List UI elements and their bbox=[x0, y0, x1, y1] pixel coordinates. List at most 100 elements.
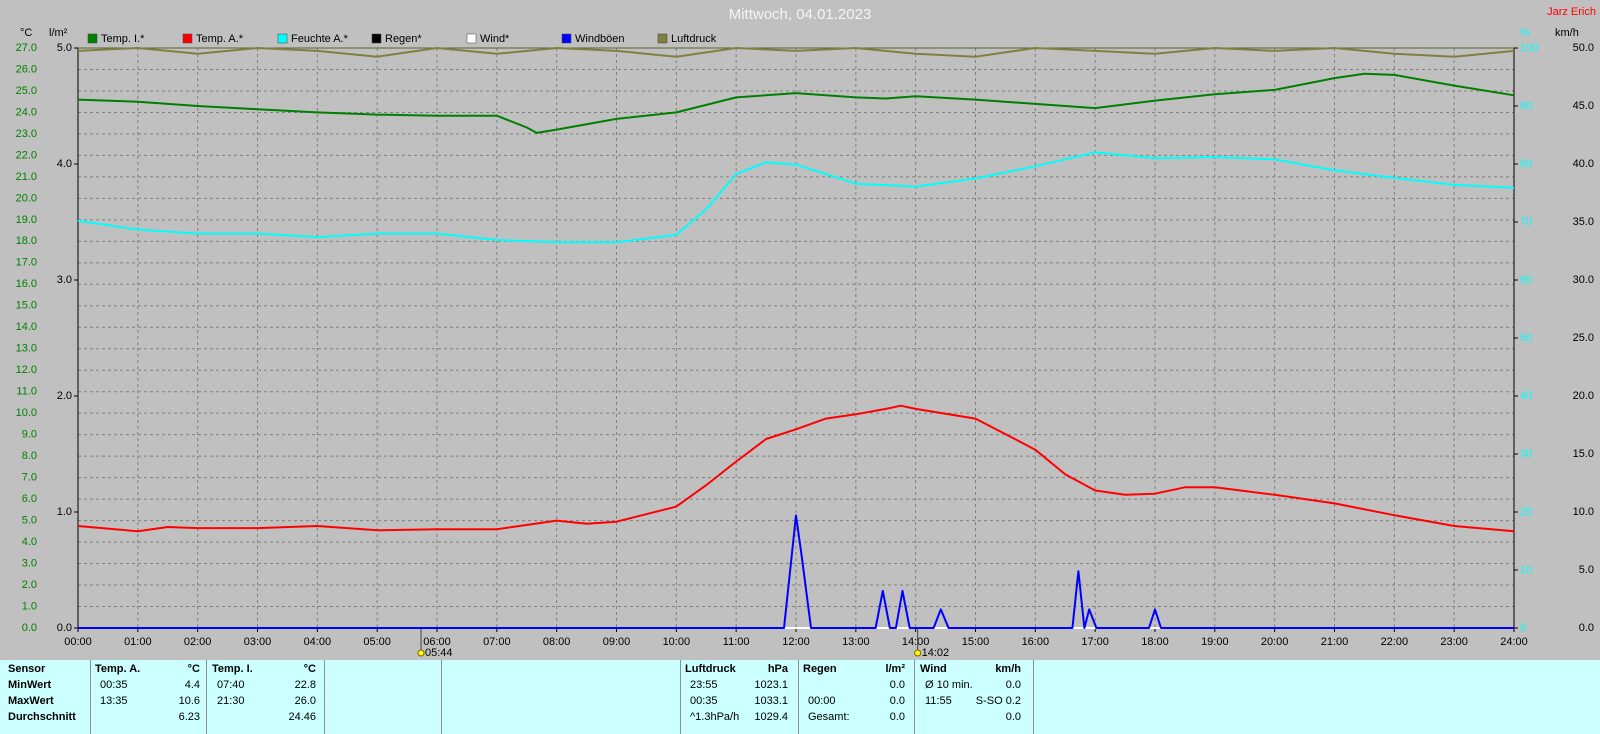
y-tick-label: 25.0 bbox=[16, 85, 37, 97]
y-tick-label: 2.0 bbox=[22, 579, 37, 591]
separator bbox=[1033, 660, 1034, 734]
y-tick-label: 23.0 bbox=[16, 128, 37, 140]
stat-time: Ø 10 min. bbox=[925, 679, 973, 691]
series-line bbox=[77, 151, 1515, 244]
separator bbox=[324, 660, 325, 734]
y-tick-label: 20 bbox=[1520, 506, 1532, 518]
sun-icon bbox=[914, 649, 922, 657]
y-tick-label: 4.0 bbox=[22, 536, 37, 548]
y-tick-label: 35.0 bbox=[1573, 216, 1594, 228]
stats-header: Sensor bbox=[8, 663, 46, 675]
separator bbox=[206, 660, 207, 734]
x-tick-label: 04:00 bbox=[304, 636, 332, 648]
y-tick-label: 6.0 bbox=[22, 493, 37, 505]
legend-label: Regen* bbox=[385, 33, 422, 45]
legend-label: Windböen bbox=[575, 33, 625, 45]
x-tick-label: 24:00 bbox=[1500, 636, 1528, 648]
x-tick-label: 14:00 bbox=[902, 636, 930, 648]
stat-value: 10.6 bbox=[178, 695, 200, 707]
axis-unit: l/m² bbox=[49, 27, 68, 39]
legend-label: Wind* bbox=[480, 33, 510, 45]
x-tick-label: 07:00 bbox=[483, 636, 511, 648]
y-tick-label: 18.0 bbox=[16, 235, 37, 247]
stat-time: 23:55 bbox=[690, 679, 718, 691]
x-tick-label: 17:00 bbox=[1081, 636, 1109, 648]
y-tick-label: 10.0 bbox=[16, 407, 37, 419]
legend-swatch bbox=[277, 33, 288, 44]
y-tick-label: 16.0 bbox=[16, 278, 37, 290]
stat-value: 1029.4 bbox=[754, 711, 788, 723]
y-tick-label: 5.0 bbox=[22, 514, 37, 526]
y-tick-label: 11.0 bbox=[16, 386, 37, 398]
y-tick-label: 25.0 bbox=[1573, 332, 1594, 344]
block-unit: hPa bbox=[767, 663, 788, 675]
y-tick-label: 3.0 bbox=[57, 274, 72, 286]
stat-value: 1033.1 bbox=[754, 695, 788, 707]
x-tick-label: 15:00 bbox=[962, 636, 990, 648]
y-tick-label: 2.0 bbox=[57, 390, 72, 402]
x-tick-label: 03:00 bbox=[244, 636, 272, 648]
x-tick-label: 05:00 bbox=[363, 636, 391, 648]
legend-swatch bbox=[87, 33, 98, 44]
block-unit: °C bbox=[303, 663, 316, 675]
annotation-label: 05:44 bbox=[425, 647, 453, 659]
stat-time: Gesamt: bbox=[808, 711, 850, 723]
separator bbox=[680, 660, 681, 734]
y-tick-label: 27.0 bbox=[16, 42, 37, 54]
sun-icon bbox=[417, 649, 425, 657]
stat-value: 0.0 bbox=[1005, 711, 1021, 723]
separator bbox=[90, 660, 91, 734]
x-tick-label: 22:00 bbox=[1381, 636, 1409, 648]
legend-swatch bbox=[657, 33, 668, 44]
x-tick-label: 00:00 bbox=[64, 636, 92, 648]
legend-swatch bbox=[182, 33, 193, 44]
legend-label: Feuchte A.* bbox=[291, 33, 349, 45]
x-tick-label: 02:00 bbox=[184, 636, 212, 648]
stat-value: 1023.1 bbox=[754, 679, 788, 691]
y-tick-label: 10.0 bbox=[1573, 506, 1594, 518]
x-tick-label: 09:00 bbox=[603, 636, 631, 648]
series-line bbox=[78, 514, 1514, 629]
stat-time: 11:55 bbox=[925, 695, 952, 707]
annotation-label: 14:02 bbox=[922, 647, 950, 659]
stat-value: 22.8 bbox=[294, 679, 316, 691]
block-unit: l/m² bbox=[885, 663, 905, 675]
y-tick-label: 45.0 bbox=[1573, 100, 1594, 112]
x-tick-label: 06:00 bbox=[423, 636, 451, 648]
separator bbox=[914, 660, 915, 734]
block-unit: km/h bbox=[995, 663, 1021, 675]
stat-time: 13:35 bbox=[100, 695, 128, 707]
legend-label: Temp. A.* bbox=[196, 33, 244, 45]
stat-value: 0.0 bbox=[1005, 679, 1021, 691]
stat-value: 24.46 bbox=[288, 711, 316, 723]
legend-swatch bbox=[561, 33, 572, 44]
x-tick-label: 13:00 bbox=[842, 636, 870, 648]
x-tick-label: 08:00 bbox=[543, 636, 571, 648]
y-tick-label: 13.0 bbox=[16, 343, 37, 355]
block-unit: °C bbox=[187, 663, 200, 675]
x-tick-label: 18:00 bbox=[1141, 636, 1169, 648]
stat-time: 00:00 bbox=[808, 695, 836, 707]
axis-unit: % bbox=[1520, 27, 1530, 39]
y-tick-label: 0 bbox=[1520, 622, 1526, 634]
stat-time: 00:35 bbox=[100, 679, 128, 691]
block-header: Regen bbox=[803, 663, 837, 675]
y-tick-label: 60 bbox=[1520, 274, 1532, 286]
chart-title: Mittwoch, 04.01.2023 bbox=[729, 6, 872, 23]
y-tick-label: 0.0 bbox=[22, 622, 37, 634]
block-header: Wind bbox=[920, 663, 947, 675]
axis-unit: °C bbox=[20, 27, 32, 39]
x-tick-label: 11:00 bbox=[723, 636, 750, 648]
y-tick-label: 50.0 bbox=[1573, 42, 1594, 54]
y-tick-label: 100 bbox=[1520, 42, 1538, 54]
x-tick-label: 01:00 bbox=[124, 636, 152, 648]
y-tick-label: 9.0 bbox=[22, 429, 37, 441]
y-tick-label: 22.0 bbox=[16, 149, 37, 161]
stat-value: 0.0 bbox=[889, 679, 905, 691]
series-line bbox=[77, 72, 1515, 134]
y-tick-label: 0.0 bbox=[1579, 622, 1594, 634]
separator bbox=[798, 660, 799, 734]
x-tick-label: 23:00 bbox=[1440, 636, 1468, 648]
x-tick-label: 19:00 bbox=[1201, 636, 1229, 648]
